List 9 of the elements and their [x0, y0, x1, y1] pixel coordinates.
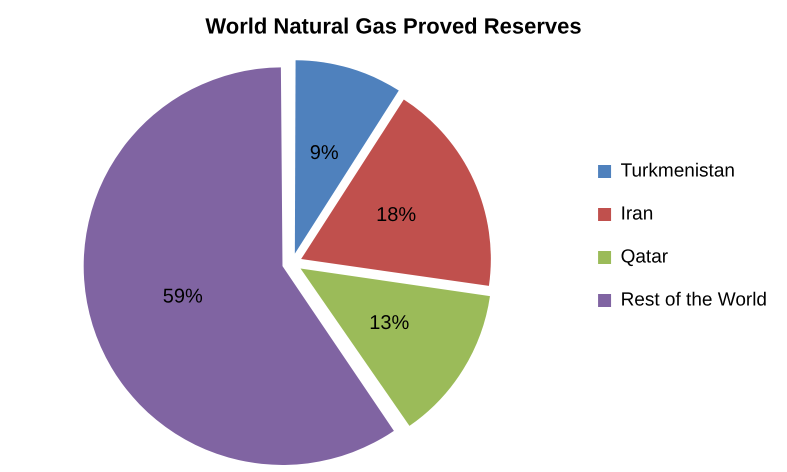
data-label: 9%	[310, 142, 339, 164]
data-label: 18%	[376, 204, 416, 226]
legend-label: Turkmenistan	[620, 160, 735, 182]
chart-title: World Natural Gas Proved Reserves	[205, 13, 582, 38]
legend-label: Rest of the World	[620, 290, 768, 311]
data-label: 59%	[162, 286, 204, 308]
legend-label: Iran	[620, 204, 654, 225]
legend-label: Qatar	[620, 246, 669, 268]
data-label: 13%	[369, 312, 410, 334]
